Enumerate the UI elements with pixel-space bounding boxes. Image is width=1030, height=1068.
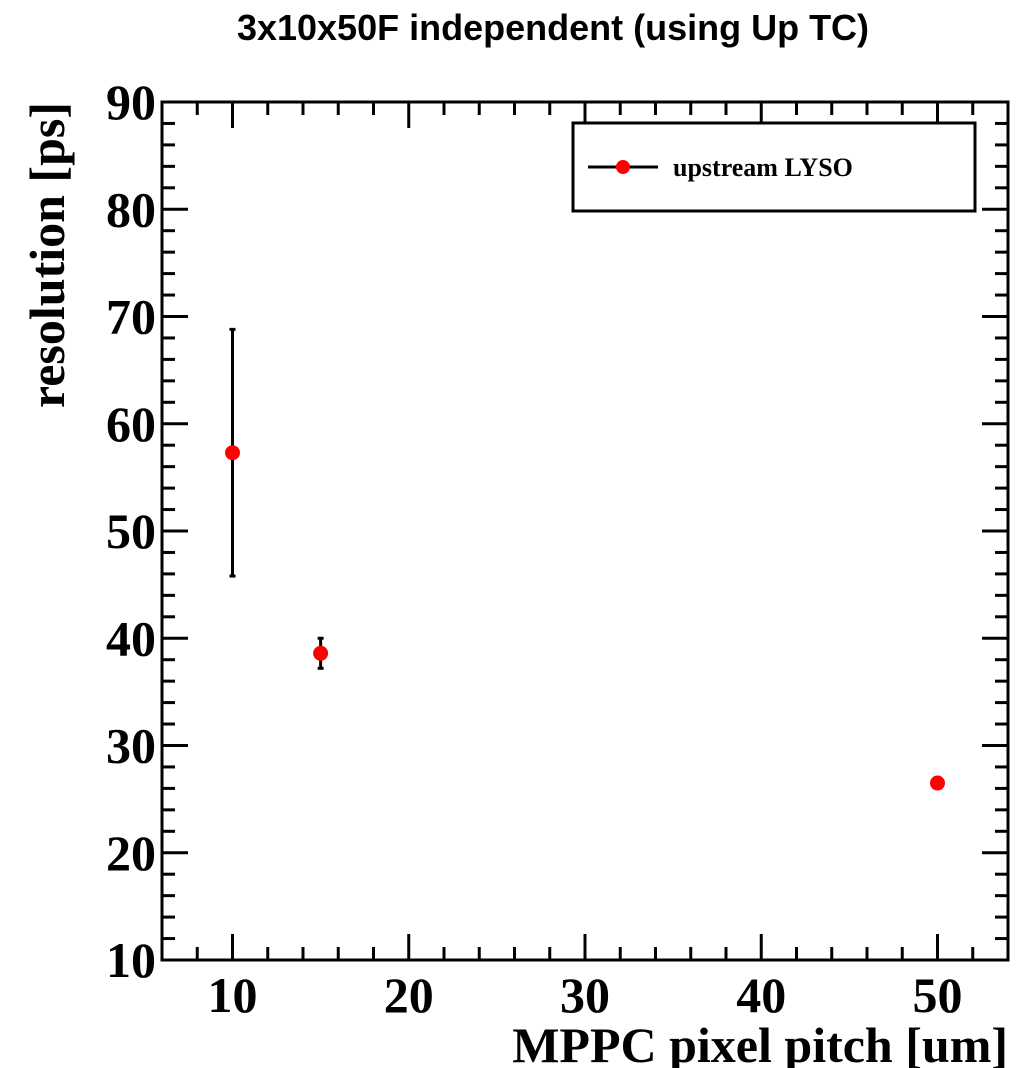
y-tick-label: 50 [106,503,156,559]
y-tick-label: 70 [106,289,156,345]
data-point [225,445,240,461]
y-tick-label: 40 [106,610,156,666]
plot-frame [160,100,1010,962]
axis-ticks [160,100,1010,962]
x-axis-title: MPPC pixel pitch [um] [512,1017,1008,1068]
legend-label: upstream LYSO [673,153,853,182]
y-axis-title: resolution [ps] [19,102,75,408]
x-tick-label: 10 [208,967,258,1023]
data-point [930,775,945,791]
legend: upstream LYSO [571,121,977,213]
y-tick-label: 20 [106,825,156,881]
x-tick-label: 20 [384,967,434,1023]
x-tick-label: 30 [560,967,610,1023]
x-tick-label: 40 [736,967,786,1023]
y-tick-label: 30 [106,718,156,774]
y-tick-label: 80 [106,181,156,237]
x-tick-label: 50 [913,967,963,1023]
tick-labels: 10 20 30 40 50 10 20 30 40 50 60 70 80 90 [106,74,963,1023]
legend-marker [616,160,630,174]
data-marks [225,327,945,791]
y-tick-label: 60 [106,396,156,452]
chart-title: 3x10x50F independent (using Up TC) [237,7,869,48]
y-tick-label: 10 [106,932,156,988]
y-tick-label: 90 [106,74,156,130]
data-point [313,645,329,661]
